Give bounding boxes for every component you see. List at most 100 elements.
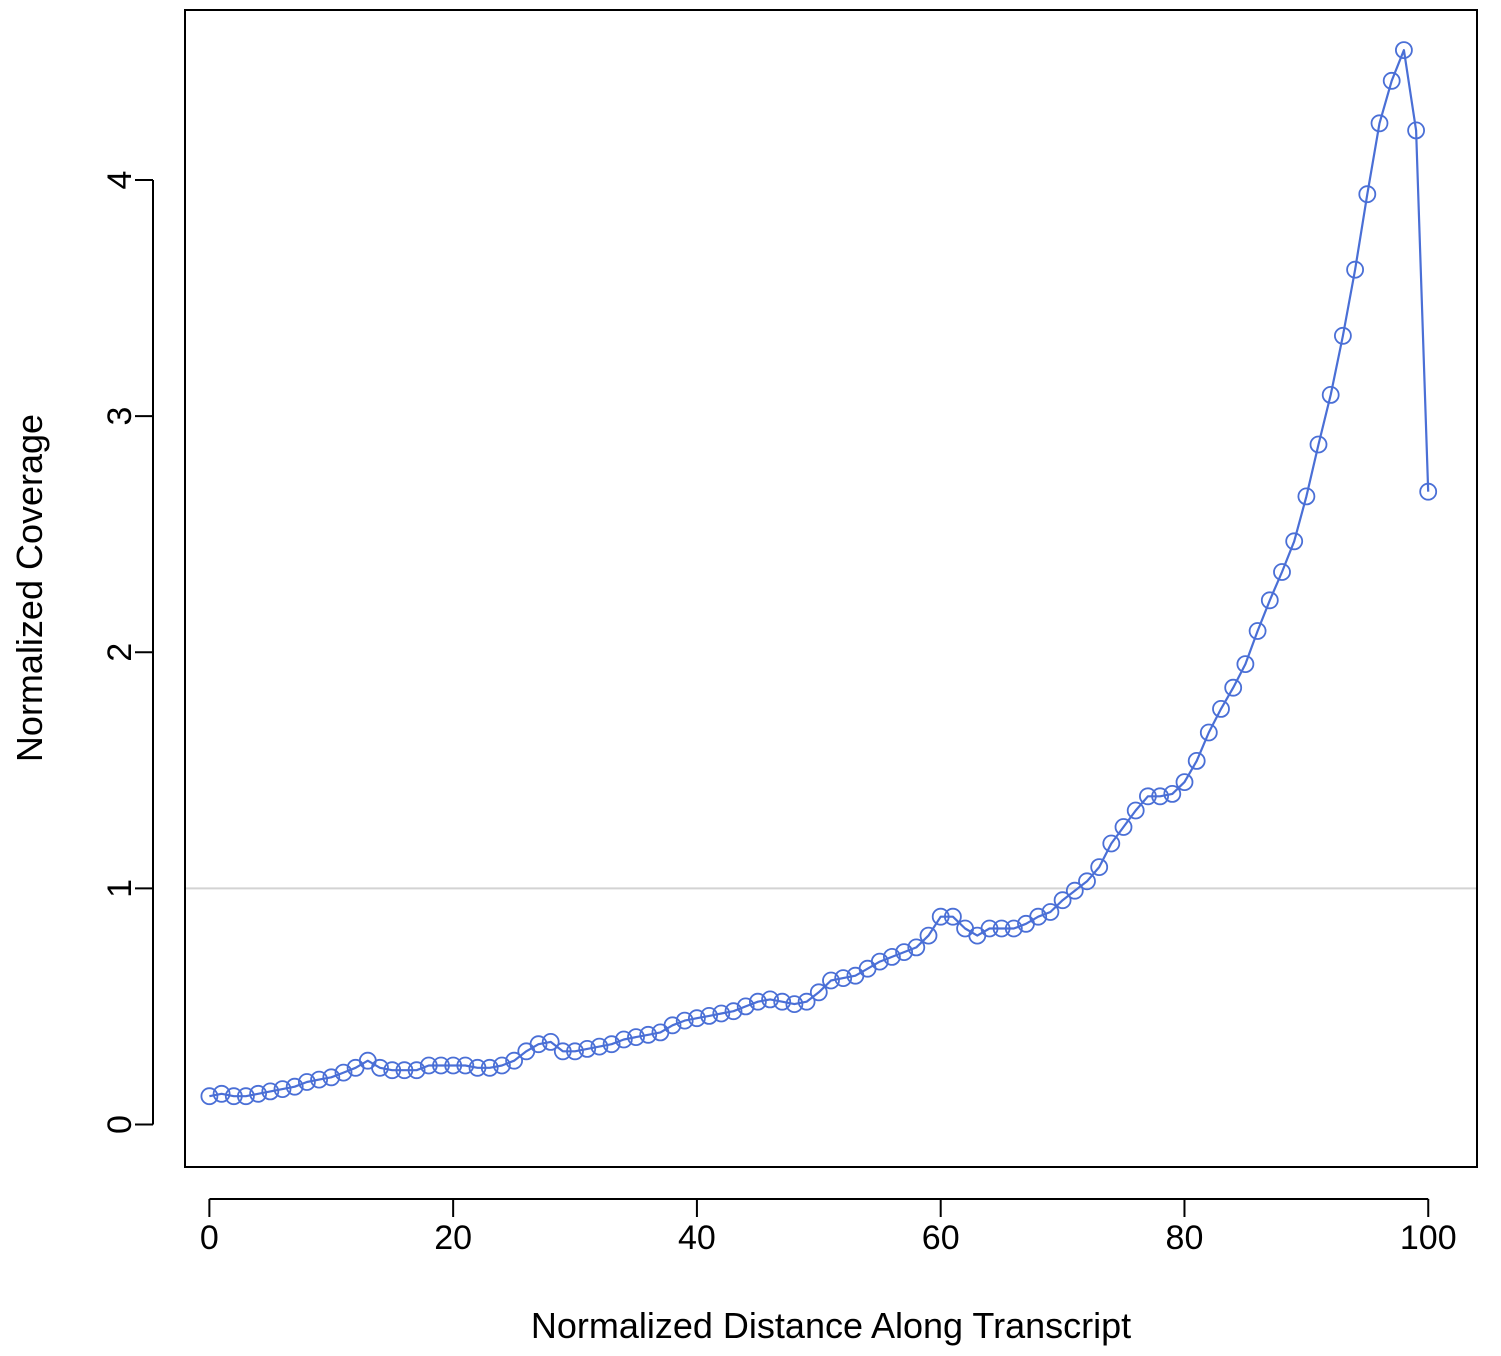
y-axis: 0 1 2 3 4 bbox=[101, 171, 154, 1134]
x-tick-label: 0 bbox=[200, 1219, 219, 1257]
data-point bbox=[639, 1025, 658, 1044]
data-point bbox=[249, 1084, 268, 1103]
y-tick-label: 1 bbox=[101, 879, 139, 898]
data-point bbox=[1334, 326, 1352, 345]
data-point bbox=[1407, 121, 1425, 140]
data-point bbox=[224, 1087, 243, 1106]
data-point bbox=[724, 1002, 743, 1021]
data-point bbox=[541, 1033, 560, 1051]
data-point bbox=[1187, 752, 1206, 770]
data-point bbox=[1199, 723, 1218, 742]
data-point bbox=[1175, 773, 1194, 791]
data-point bbox=[1004, 919, 1023, 938]
data-point bbox=[200, 1087, 219, 1106]
data-point bbox=[785, 995, 804, 1013]
data-point bbox=[931, 907, 950, 926]
data-point bbox=[980, 919, 999, 938]
data-point bbox=[1029, 907, 1048, 926]
x-axis-title: Normalized Distance Along Transcript bbox=[531, 1305, 1131, 1346]
data-point bbox=[834, 969, 853, 987]
data-point bbox=[1212, 700, 1230, 718]
data-point bbox=[1114, 818, 1133, 836]
data-point bbox=[1041, 903, 1060, 921]
data-point bbox=[992, 919, 1011, 938]
chart-series-group bbox=[200, 41, 1438, 1106]
data-point bbox=[566, 1042, 584, 1061]
data-point bbox=[907, 938, 926, 957]
x-tick-label: 100 bbox=[1400, 1219, 1457, 1257]
data-point bbox=[480, 1058, 499, 1077]
data-point bbox=[444, 1056, 463, 1075]
data-point bbox=[297, 1073, 316, 1091]
data-point bbox=[602, 1035, 621, 1054]
data-point bbox=[797, 992, 816, 1011]
data-point bbox=[736, 997, 755, 1016]
data-point bbox=[407, 1061, 426, 1080]
data-point bbox=[236, 1087, 255, 1106]
data-point bbox=[1102, 834, 1121, 853]
data-point bbox=[395, 1061, 414, 1080]
data-point bbox=[1065, 881, 1084, 900]
data-point bbox=[322, 1068, 341, 1087]
y-tick-label: 3 bbox=[101, 407, 139, 426]
data-point bbox=[1139, 787, 1157, 806]
data-point bbox=[870, 952, 889, 971]
data-point bbox=[310, 1070, 329, 1089]
x-tick-label: 20 bbox=[434, 1219, 472, 1257]
data-point bbox=[1382, 71, 1401, 90]
y-tick-label: 4 bbox=[101, 171, 139, 190]
data-point bbox=[822, 971, 840, 990]
data-point bbox=[1395, 41, 1413, 59]
plot-frame bbox=[184, 9, 1478, 1168]
data-point bbox=[1346, 260, 1364, 279]
y-tick-label: 2 bbox=[101, 643, 139, 662]
data-point bbox=[749, 992, 767, 1011]
data-point bbox=[1236, 655, 1255, 673]
data-point bbox=[627, 1028, 645, 1046]
data-point bbox=[505, 1051, 523, 1070]
data-point bbox=[895, 943, 913, 961]
data-point bbox=[1260, 591, 1279, 610]
data-point bbox=[1273, 563, 1291, 581]
data-point bbox=[334, 1063, 353, 1082]
data-point bbox=[883, 948, 901, 966]
data-point bbox=[492, 1056, 511, 1075]
data-point bbox=[432, 1056, 450, 1075]
data-point bbox=[1090, 858, 1109, 876]
data-point bbox=[468, 1058, 487, 1077]
y-tick-label: 0 bbox=[101, 1115, 139, 1134]
data-point bbox=[663, 1016, 682, 1035]
data-point bbox=[1053, 891, 1072, 910]
data-point bbox=[261, 1082, 280, 1101]
x-tick-label: 80 bbox=[1166, 1219, 1204, 1257]
data-point bbox=[1419, 482, 1438, 501]
data-point bbox=[419, 1056, 438, 1075]
data-point bbox=[1248, 622, 1267, 640]
data-point bbox=[578, 1040, 597, 1058]
data-point bbox=[712, 1004, 731, 1023]
data-point bbox=[1285, 532, 1304, 551]
data-point bbox=[273, 1080, 292, 1098]
data-point bbox=[1358, 185, 1377, 204]
data-point bbox=[700, 1007, 718, 1025]
data-point bbox=[1321, 385, 1340, 404]
data-point bbox=[1126, 801, 1145, 820]
data-point bbox=[1224, 678, 1243, 697]
data-point bbox=[1078, 872, 1096, 891]
data-point bbox=[553, 1042, 572, 1061]
data-point bbox=[285, 1077, 304, 1096]
x-tick-label: 40 bbox=[678, 1219, 716, 1257]
data-point bbox=[809, 983, 828, 1002]
data-point bbox=[944, 907, 962, 926]
x-tick-label: 60 bbox=[922, 1219, 960, 1257]
data-point bbox=[1297, 487, 1316, 506]
data-point bbox=[212, 1084, 231, 1103]
data-point bbox=[590, 1037, 609, 1056]
data-point bbox=[761, 990, 779, 1009]
data-point bbox=[529, 1035, 548, 1054]
data-point bbox=[1163, 785, 1182, 803]
data-point bbox=[919, 926, 938, 945]
data-point bbox=[675, 1011, 694, 1030]
